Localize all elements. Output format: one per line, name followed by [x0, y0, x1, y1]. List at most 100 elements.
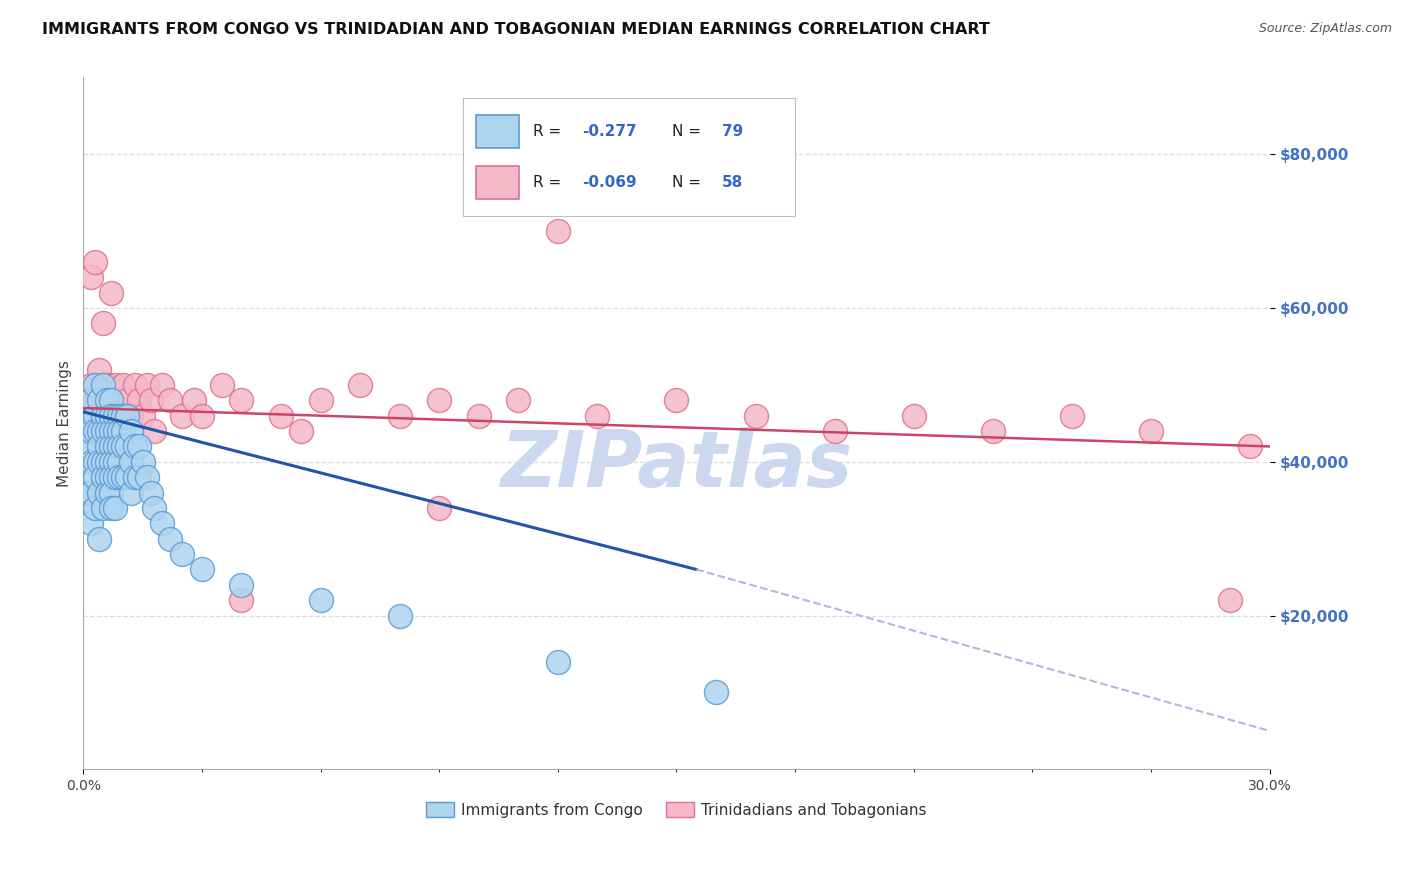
Point — [131, 455, 153, 469]
Point — [87, 532, 110, 546]
Point — [183, 393, 205, 408]
Point — [104, 439, 127, 453]
Point — [150, 516, 173, 531]
Point — [91, 455, 114, 469]
Point — [115, 393, 138, 408]
Point — [91, 424, 114, 438]
Point — [108, 470, 131, 484]
Point — [231, 393, 253, 408]
Point — [111, 424, 134, 438]
Point — [96, 439, 118, 453]
Point — [84, 424, 107, 438]
Point — [309, 393, 332, 408]
Point — [172, 547, 194, 561]
Point — [120, 455, 142, 469]
Point — [84, 393, 107, 408]
Point — [547, 655, 569, 669]
Point — [108, 424, 131, 438]
Point — [76, 485, 98, 500]
Point — [104, 500, 127, 515]
Point — [91, 409, 114, 423]
Point — [586, 409, 609, 423]
Point — [91, 378, 114, 392]
Point — [131, 409, 153, 423]
Point — [96, 485, 118, 500]
Point — [1219, 593, 1241, 607]
Point — [87, 455, 110, 469]
Point — [104, 455, 127, 469]
Point — [84, 500, 107, 515]
Point — [84, 378, 107, 392]
Point — [91, 409, 114, 423]
Point — [96, 424, 118, 438]
Point — [96, 378, 118, 392]
Point — [508, 393, 530, 408]
Point — [150, 378, 173, 392]
Point — [108, 439, 131, 453]
Point — [76, 393, 98, 408]
Point — [91, 500, 114, 515]
Text: ZIPatlas: ZIPatlas — [501, 427, 852, 503]
Point — [104, 409, 127, 423]
Point — [91, 378, 114, 392]
Point — [104, 378, 127, 392]
Point — [1239, 439, 1261, 453]
Point — [84, 470, 107, 484]
Point — [87, 424, 110, 438]
Point — [108, 393, 131, 408]
Point — [115, 439, 138, 453]
Point — [96, 393, 118, 408]
Point — [76, 424, 98, 438]
Point — [87, 424, 110, 438]
Point — [87, 362, 110, 376]
Point — [87, 393, 110, 408]
Point — [80, 424, 103, 438]
Point — [191, 562, 214, 576]
Point — [135, 470, 157, 484]
Point — [349, 378, 371, 392]
Point — [309, 593, 332, 607]
Point — [100, 393, 122, 408]
Point — [115, 470, 138, 484]
Point — [427, 393, 450, 408]
Point — [111, 439, 134, 453]
Point — [96, 409, 118, 423]
Point — [111, 378, 134, 392]
Point — [120, 409, 142, 423]
Point — [388, 409, 411, 423]
Point — [80, 393, 103, 408]
Point — [143, 500, 166, 515]
Point — [231, 593, 253, 607]
Point — [76, 439, 98, 453]
Point — [231, 578, 253, 592]
Point — [139, 485, 162, 500]
Point — [80, 485, 103, 500]
Point — [104, 409, 127, 423]
Point — [111, 409, 134, 423]
Point — [76, 409, 98, 423]
Point — [1140, 424, 1163, 438]
Point — [91, 317, 114, 331]
Point — [111, 409, 134, 423]
Point — [84, 409, 107, 423]
Point — [191, 409, 214, 423]
Point — [100, 455, 122, 469]
Point — [159, 532, 181, 546]
Y-axis label: Median Earnings: Median Earnings — [58, 360, 72, 487]
Point — [80, 455, 103, 469]
Point — [91, 470, 114, 484]
Point — [467, 409, 489, 423]
Point — [100, 439, 122, 453]
Point — [84, 455, 107, 469]
Point — [104, 424, 127, 438]
Point — [981, 424, 1004, 438]
Point — [159, 393, 181, 408]
Text: IMMIGRANTS FROM CONGO VS TRINIDADIAN AND TOBAGONIAN MEDIAN EARNINGS CORRELATION : IMMIGRANTS FROM CONGO VS TRINIDADIAN AND… — [42, 22, 990, 37]
Point — [128, 439, 150, 453]
Point — [1060, 409, 1083, 423]
Point — [388, 608, 411, 623]
Point — [139, 393, 162, 408]
Point — [96, 409, 118, 423]
Point — [104, 470, 127, 484]
Point — [108, 409, 131, 423]
